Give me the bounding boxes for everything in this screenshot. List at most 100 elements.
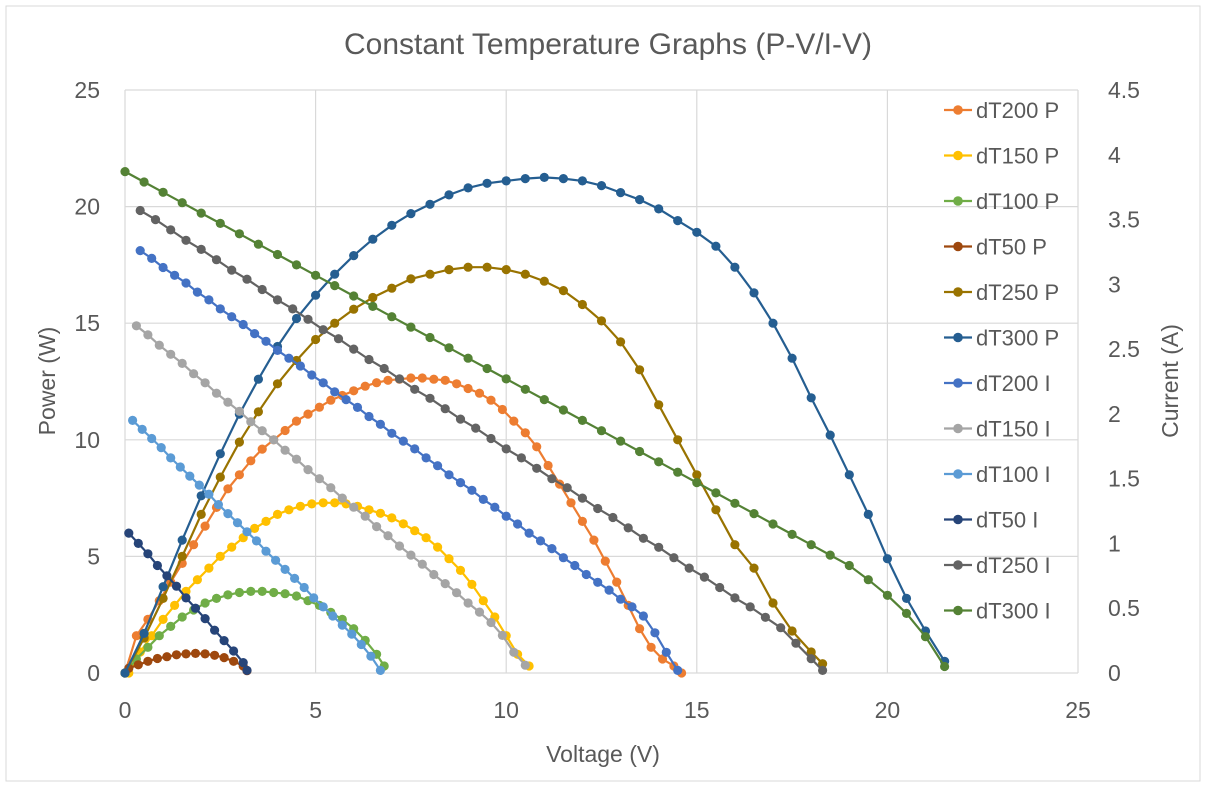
data-point bbox=[558, 553, 569, 563]
data-point bbox=[181, 235, 191, 245]
legend-entry[interactable]: dT200 I bbox=[944, 371, 1051, 396]
x-tick-label: 5 bbox=[309, 697, 322, 723]
data-point bbox=[337, 620, 347, 630]
legend-entry[interactable]: dT150 P bbox=[944, 144, 1059, 169]
data-point bbox=[326, 395, 336, 405]
data-point bbox=[547, 544, 557, 554]
data-point bbox=[269, 587, 279, 598]
data-point bbox=[825, 430, 835, 440]
data-point bbox=[120, 668, 130, 678]
data-point bbox=[349, 386, 359, 396]
data-point bbox=[901, 593, 912, 604]
data-point bbox=[608, 512, 618, 523]
legend-dot-marker bbox=[953, 423, 963, 434]
legend-label: dT250 P bbox=[976, 280, 1059, 305]
data-point bbox=[238, 658, 248, 668]
data-point bbox=[730, 540, 740, 550]
data-point bbox=[280, 564, 290, 575]
data-point bbox=[375, 508, 385, 518]
data-point bbox=[387, 220, 397, 230]
data-point bbox=[398, 436, 408, 446]
legend-entry[interactable]: dT200 P bbox=[944, 98, 1059, 123]
data-point bbox=[261, 546, 271, 556]
data-point bbox=[181, 649, 191, 659]
data-point bbox=[654, 457, 664, 467]
data-point bbox=[288, 304, 298, 314]
y2-tick-label: 3.5 bbox=[1108, 207, 1140, 233]
data-point bbox=[440, 375, 450, 385]
y2-tick-label: 0 bbox=[1108, 660, 1121, 686]
legend-entry[interactable]: dT50 P bbox=[944, 235, 1047, 260]
data-point bbox=[234, 229, 244, 239]
data-point bbox=[200, 649, 210, 659]
data-point bbox=[749, 288, 759, 298]
data-point bbox=[635, 365, 645, 375]
data-point bbox=[387, 312, 397, 322]
data-point bbox=[638, 611, 649, 621]
data-point bbox=[467, 579, 477, 590]
data-point bbox=[215, 304, 225, 314]
data-point bbox=[166, 225, 176, 235]
data-point bbox=[657, 654, 668, 664]
data-point bbox=[190, 603, 201, 613]
data-point bbox=[234, 470, 244, 480]
legend-dot-marker bbox=[953, 105, 963, 115]
data-point bbox=[452, 379, 462, 389]
legend-entry[interactable]: dT250 I bbox=[944, 553, 1051, 578]
data-point bbox=[471, 423, 481, 433]
data-point bbox=[509, 416, 519, 426]
data-point bbox=[444, 190, 454, 200]
legend-entry[interactable]: dT100 P bbox=[944, 189, 1059, 214]
data-point bbox=[204, 295, 214, 305]
data-point bbox=[520, 428, 530, 438]
y-tick-label: 10 bbox=[74, 427, 100, 453]
data-point bbox=[463, 598, 473, 608]
data-point bbox=[749, 508, 759, 519]
legend-entry[interactable]: dT50 I bbox=[944, 508, 1038, 533]
data-point bbox=[616, 188, 626, 198]
data-point bbox=[368, 234, 378, 244]
data-point bbox=[210, 650, 220, 660]
data-point bbox=[844, 560, 854, 571]
data-point bbox=[375, 419, 385, 429]
data-point bbox=[162, 652, 172, 662]
data-point bbox=[133, 660, 143, 670]
data-point bbox=[387, 283, 397, 293]
legend-entry[interactable]: dT300 I bbox=[944, 599, 1051, 624]
data-point bbox=[190, 648, 201, 659]
data-point bbox=[425, 199, 435, 209]
data-point bbox=[330, 387, 340, 397]
data-point bbox=[200, 614, 210, 624]
data-point bbox=[162, 571, 172, 581]
legend-entry[interactable]: dT100 I bbox=[944, 462, 1051, 487]
data-point bbox=[749, 563, 759, 573]
data-point bbox=[444, 343, 454, 353]
legend-dot-marker bbox=[953, 287, 963, 297]
data-point bbox=[654, 400, 664, 410]
data-point bbox=[253, 374, 263, 384]
data-point bbox=[177, 198, 187, 208]
data-point bbox=[330, 498, 340, 508]
data-point bbox=[486, 433, 496, 444]
series-dt250-i bbox=[135, 205, 828, 676]
legend-entry[interactable]: dT250 P bbox=[944, 280, 1059, 305]
data-point bbox=[623, 523, 633, 533]
data-point bbox=[776, 623, 786, 633]
data-point bbox=[213, 500, 223, 510]
data-point bbox=[291, 260, 302, 270]
data-point bbox=[497, 630, 507, 641]
data-point bbox=[347, 629, 357, 639]
data-point bbox=[215, 472, 225, 482]
data-point bbox=[128, 415, 138, 425]
data-point bbox=[497, 404, 507, 415]
data-point bbox=[452, 588, 462, 598]
data-point bbox=[261, 336, 271, 346]
legend-entry[interactable]: dT150 I bbox=[944, 417, 1051, 442]
data-point bbox=[303, 465, 313, 475]
data-point bbox=[520, 269, 530, 279]
data-point bbox=[337, 493, 347, 503]
y-axis-label: Power (W) bbox=[34, 327, 60, 436]
legend-entry[interactable]: dT300 P bbox=[944, 326, 1059, 351]
data-point bbox=[290, 573, 300, 584]
